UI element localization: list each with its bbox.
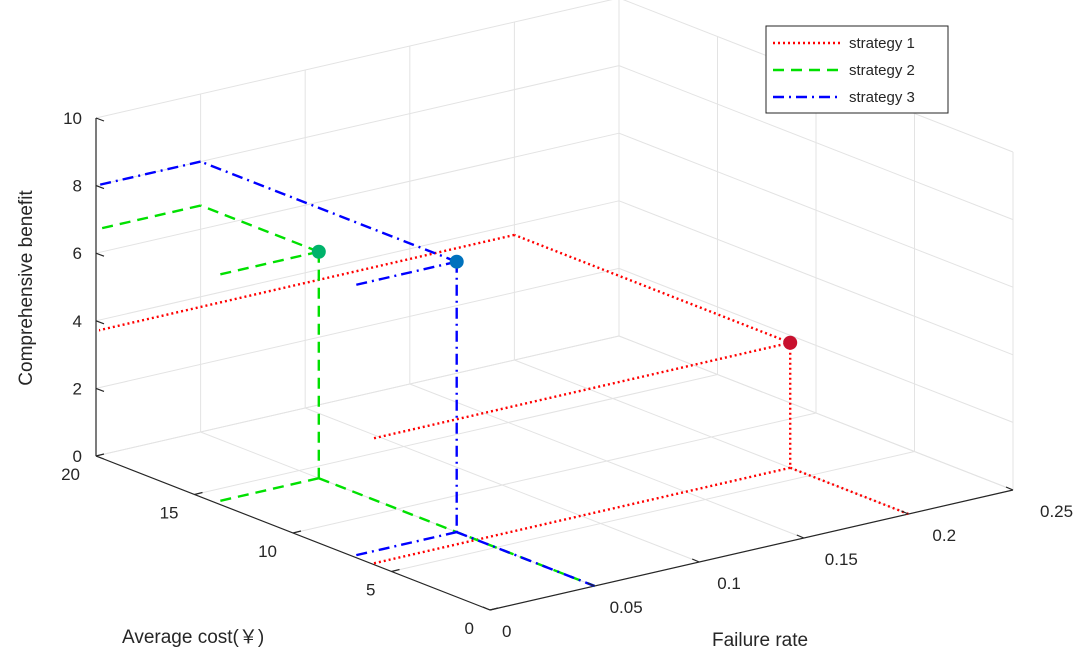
projection-line [200,204,320,253]
x-tick-label: 0.2 [932,526,956,545]
series-3 [99,160,596,588]
z-tick-mark [95,455,105,460]
z-tick-mark [95,252,105,257]
axes-layer [95,118,1014,611]
legend-label: strategy 2 [849,62,915,79]
projection-line [789,466,909,516]
y-tick-mark [292,530,302,534]
projection-line [99,204,201,231]
series-2 [99,204,596,588]
series-layer [99,160,909,588]
side-wall-grid-line [618,200,1014,356]
projection-line [99,160,201,187]
z-tick-mark [95,320,105,325]
back-wall-grid-line [95,0,613,119]
data-point [449,254,464,269]
x-tick-mark [796,534,805,539]
z-tick-label: 4 [73,312,82,331]
y-tick-mark [391,568,400,573]
x-tick-label: 0.1 [717,574,741,593]
x-tick-mark [691,558,700,563]
floor-grid-line [391,451,915,572]
projection-line [351,260,457,287]
x-tick-mark [901,510,909,515]
projection-line [513,233,791,344]
legend: strategy 1 strategy 2 strategy 3 [765,25,949,114]
z-axis-label: Comprehensive benefit [16,190,37,386]
y-tick-label: 0 [465,619,474,638]
x-tick-label: 0.25 [1040,502,1073,521]
z-tick-mark [95,117,105,122]
series-1 [99,233,909,565]
data-point [311,244,326,259]
y-tick-mark [194,491,203,496]
axis-labels: Failure rate Average cost(￥) Comprehensi… [16,190,808,651]
floor-grid-line [292,412,817,534]
projection-line [213,250,320,277]
x-tick-mark [482,606,491,611]
z-tick-mark [95,185,105,190]
z-tick-label: 8 [73,177,82,196]
back-wall-grid-line [95,267,620,389]
side-wall-grid-line [618,65,1014,221]
side-wall-grid-line [618,267,1014,423]
side-wall-grid-line [618,132,1014,288]
back-wall-grid-line [95,132,620,254]
y-tick-label: 20 [61,465,80,484]
x-axis-line [489,489,1014,611]
projection-line [351,530,457,558]
back-wall-grid-line [95,335,620,457]
z-tick-label: 10 [63,109,82,128]
x-tick-label: 0.05 [610,598,643,617]
x-tick-mark [1005,486,1014,491]
projection-line [371,466,791,565]
legend-label: strategy 3 [849,89,915,106]
data-point [783,335,798,350]
projection-line [456,530,596,588]
projection-line [99,233,515,332]
projection-line [213,477,320,504]
y-tick-mark [95,453,105,457]
x-tick-mark [587,582,595,587]
z-tick-label: 6 [73,244,82,263]
projection-line [371,341,791,440]
legend-label: strategy 1 [849,35,915,52]
y-tick-label: 10 [258,542,277,561]
x-axis-label: Failure rate [712,630,808,651]
z-tick-mark [95,387,105,392]
y-tick-label: 15 [160,504,179,523]
y-tick-label: 5 [366,581,375,600]
y-tick-mark [489,607,499,611]
z-tick-label: 2 [73,379,82,398]
z-tick-label: 0 [73,447,82,466]
side-wall-grid-line [618,335,1014,491]
floor-grid-line [194,374,718,495]
y-axis-label: Average cost(￥) [122,627,264,648]
x-tick-label: 0.15 [825,550,858,569]
x-tick-label: 0 [502,622,511,641]
back-wall-grid-line [95,200,620,322]
